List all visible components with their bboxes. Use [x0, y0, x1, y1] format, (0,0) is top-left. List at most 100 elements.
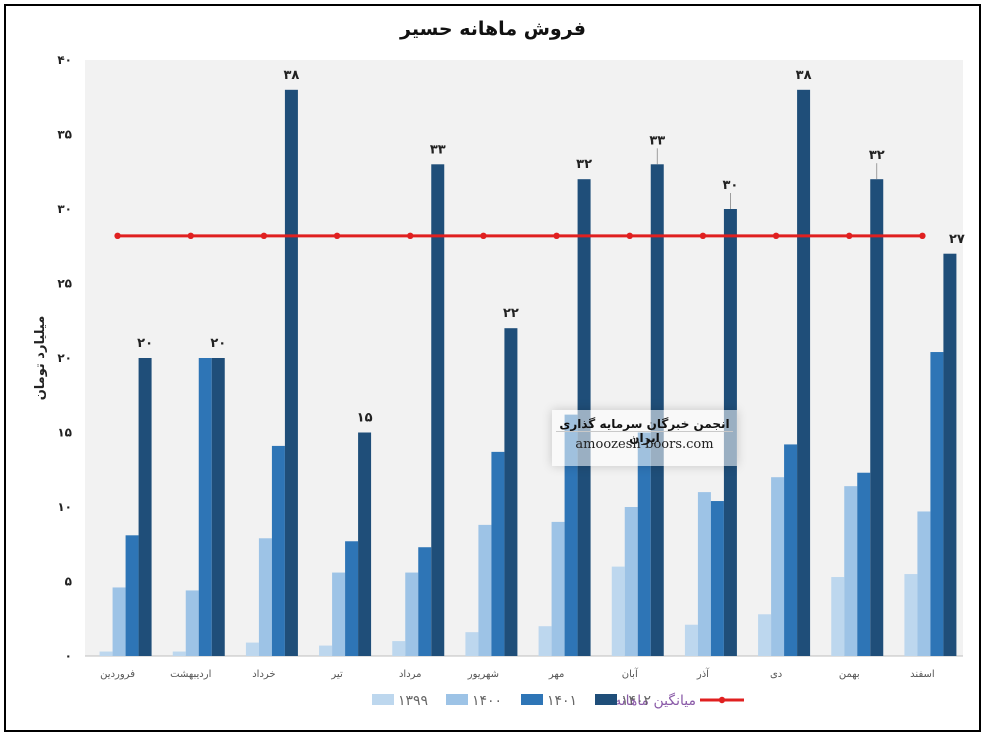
data-label: ۳۲ — [869, 148, 885, 163]
x-tick-label: آبان — [622, 667, 639, 680]
bar — [138, 358, 152, 656]
y-tick-label: ۲۵ — [57, 277, 72, 291]
bar — [870, 179, 884, 656]
bar — [917, 511, 931, 656]
bar — [99, 651, 113, 656]
average-line-marker — [553, 232, 560, 240]
bar — [564, 414, 578, 656]
y-tick-label: ۱۵ — [57, 426, 72, 440]
bar — [258, 538, 272, 656]
x-tick-label: دی — [770, 669, 782, 680]
data-label: ۳۳ — [430, 142, 446, 157]
bar — [465, 632, 479, 656]
bar — [284, 89, 298, 657]
legend-swatch — [521, 694, 543, 705]
bar — [198, 358, 212, 656]
legend-label-average: میانگین ماهانه — [614, 692, 696, 709]
bar — [831, 577, 845, 656]
watermark: انجمن خبرگان سرمایه گذاری ایران amoozesh… — [552, 410, 737, 466]
bar — [431, 164, 445, 657]
bar — [405, 572, 419, 656]
data-label: ۲۷ — [949, 232, 965, 247]
average-line-marker — [260, 232, 268, 240]
bar — [319, 645, 333, 656]
x-tick-label: اسفند — [910, 669, 934, 680]
data-label: ۳۸ — [796, 68, 812, 83]
bar — [844, 486, 858, 656]
bar — [211, 358, 225, 656]
bar — [345, 541, 359, 656]
bar — [637, 432, 651, 656]
average-line-marker — [187, 232, 194, 240]
legend-swatch — [446, 694, 468, 705]
watermark-line2: amoozesh-boors.com — [575, 437, 714, 452]
data-label: ۳۲ — [576, 157, 592, 172]
bar — [797, 89, 811, 657]
bar — [358, 432, 372, 656]
average-line-marker — [919, 232, 926, 240]
bar — [112, 587, 126, 656]
average-line-marker — [846, 232, 853, 240]
data-label: ۲۰ — [137, 336, 153, 351]
data-label: ۲۲ — [503, 306, 519, 321]
average-line-marker — [626, 232, 633, 240]
bar — [491, 451, 505, 656]
y-tick-labels: ۰ ۵ ۱۰ ۱۵ ۲۰ ۲۵ ۳۰ ۳۵ ۴۰ — [57, 53, 72, 663]
average-line-marker — [114, 232, 121, 240]
average-line-marker — [333, 232, 341, 240]
legend: میانگین ماهانه ۱۳۹۹ ۱۴۰۰ ۱۴۰۱ ۱۴۰۲ — [372, 692, 744, 709]
bar — [784, 444, 798, 656]
x-tick-labels: فروردین اردیبهشت خرداد تیر مرداد شهریور مهر آبا… — [100, 667, 934, 680]
x-tick-label: بهمن — [839, 669, 860, 680]
bar — [185, 590, 199, 656]
legend-label: ۱۴۰۲ — [621, 693, 651, 709]
data-label: ۳۸ — [283, 68, 299, 83]
bar — [771, 477, 785, 656]
data-label: ۱۵ — [357, 411, 373, 426]
plot-area — [85, 60, 963, 656]
x-tick-label: شهریور — [467, 669, 499, 680]
legend-marker-average — [718, 696, 726, 704]
data-label: ۳۳ — [649, 133, 665, 148]
bar — [624, 507, 638, 656]
bar — [271, 445, 285, 656]
bar — [684, 624, 698, 656]
bar — [504, 328, 518, 656]
y-tick-label: ۲۰ — [57, 351, 72, 365]
x-tick-label: اردیبهشت — [170, 669, 211, 680]
bar — [551, 521, 565, 656]
average-line-marker — [772, 232, 780, 240]
x-tick-label: فروردین — [100, 669, 135, 680]
bar — [611, 566, 625, 656]
bar — [758, 614, 772, 656]
x-tick-label: مرداد — [399, 669, 422, 680]
average-line-marker — [699, 232, 707, 240]
legend-swatch — [372, 694, 394, 705]
data-labels: ۲۰ ۲۰ ۳۸ ۱۵ ۳۳ ۲۲ ۳۲ ۳۳ ۳۰ ۳۸ ۳۲ ۲۷ — [137, 68, 965, 426]
data-label: ۳۰ — [722, 178, 738, 193]
x-tick-label: آذر — [696, 667, 710, 680]
bar — [418, 547, 432, 656]
average-line-marker — [480, 232, 487, 240]
bar — [697, 492, 711, 656]
x-tick-label: تیر — [330, 669, 343, 680]
average-line — [114, 232, 926, 240]
watermark-line1: انجمن خبرگان سرمایه گذاری ایران — [556, 410, 733, 445]
y-axis-label: میلیارد تومان — [33, 316, 48, 401]
bar — [538, 626, 552, 656]
bar — [245, 642, 259, 656]
y-tick-label: ۵ — [65, 575, 72, 589]
legend-label: ۱۴۰۰ — [472, 693, 502, 709]
bar — [332, 572, 346, 656]
bar — [710, 501, 724, 656]
legend-label: ۱۴۰۱ — [547, 693, 577, 709]
data-label: ۲۰ — [210, 336, 226, 351]
bar — [904, 574, 918, 656]
x-tick-label: خرداد — [252, 669, 275, 680]
bar — [125, 535, 139, 656]
y-tick-label: ۱۰ — [57, 500, 72, 514]
chart-title: فروش ماهانه حسیر — [399, 18, 586, 40]
average-line-marker — [407, 232, 414, 240]
bar — [392, 641, 406, 656]
